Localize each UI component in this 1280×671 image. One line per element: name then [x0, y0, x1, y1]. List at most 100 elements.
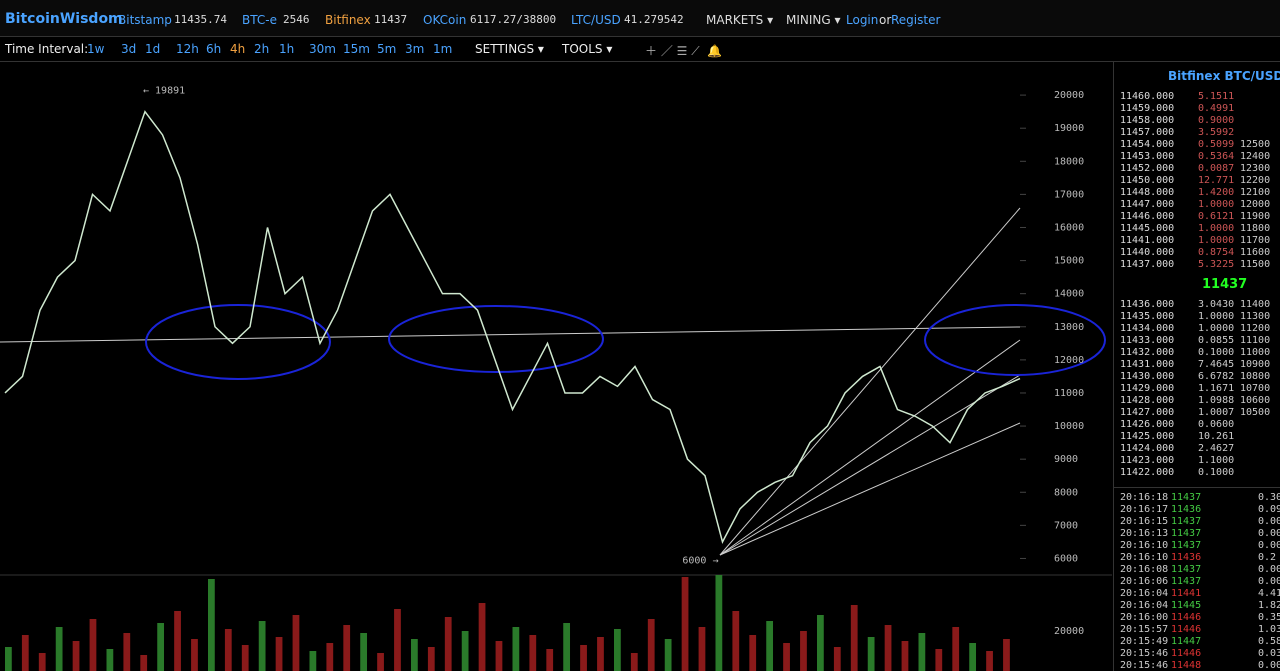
- depth-scale: 11700: [1240, 235, 1271, 246]
- interval[interactable]: 3d: [121, 42, 137, 56]
- settings[interactable]: SETTINGS ▾: [475, 42, 544, 56]
- book-amount: 12.771: [1198, 175, 1235, 186]
- trade-time: 20:16:04: [1120, 588, 1169, 599]
- volume-bar: [106, 649, 114, 671]
- interval[interactable]: 2h: [254, 42, 270, 56]
- volume-bar: [563, 623, 571, 671]
- book-price: 11423.000: [1120, 455, 1175, 466]
- interval[interactable]: 4h: [230, 42, 246, 56]
- volume-bar: [952, 627, 960, 671]
- book-amount: 0.6121: [1198, 211, 1235, 222]
- trade-time: 20:16:04: [1120, 600, 1169, 611]
- book-amount: 6.6782: [1198, 371, 1235, 382]
- login[interactable]: Login: [846, 13, 879, 27]
- trade-amount: 0.09: [1258, 504, 1280, 515]
- trade-time: 20:15:57: [1120, 624, 1169, 635]
- y-tick-label: 15000: [1054, 256, 1084, 267]
- book-amount: 1.0988: [1198, 395, 1235, 406]
- interval[interactable]: 5m: [377, 42, 397, 56]
- trade-price: 11437: [1171, 576, 1202, 587]
- book-price: 11432.000: [1120, 347, 1175, 358]
- depth-scale: 12100: [1240, 187, 1271, 198]
- interval[interactable]: 30m: [309, 42, 336, 56]
- ticker-price: 6117.27/38800: [470, 13, 557, 26]
- trade-price: 11448: [1171, 660, 1202, 671]
- volume-bar: [5, 647, 12, 671]
- volume-bar: [224, 629, 232, 671]
- volume-bar: [681, 577, 689, 671]
- interval[interactable]: 15m: [343, 42, 370, 56]
- trade-time: 20:16:10: [1120, 540, 1169, 551]
- book-price: 11453.000: [1120, 151, 1175, 162]
- book-price: 11450.000: [1120, 175, 1175, 186]
- book-amount: 2.4627: [1198, 443, 1235, 454]
- trade-amount: 0.30: [1258, 492, 1280, 503]
- y-tick-label: 14000: [1054, 289, 1084, 300]
- y-tick-label: 20000: [1054, 90, 1084, 101]
- last-price: 11437: [1202, 277, 1248, 292]
- ticker-name[interactable]: Bitstamp: [118, 13, 172, 27]
- volume-bar: [275, 637, 283, 671]
- trade-time: 20:16:10: [1120, 552, 1169, 563]
- trade-amount: 0.00: [1258, 528, 1280, 539]
- depth-scale: 10900: [1240, 359, 1271, 370]
- menu[interactable]: MARKETS ▾: [706, 13, 774, 27]
- interval[interactable]: 1h: [279, 42, 295, 56]
- ticker-name[interactable]: OKCoin: [423, 13, 467, 27]
- depth-scale: 11800: [1240, 223, 1271, 234]
- book-amount: 1.0000: [1198, 199, 1235, 210]
- book-price: 11422.000: [1120, 467, 1175, 478]
- ticker-name[interactable]: Bitfinex: [325, 13, 371, 27]
- depth-scale: 10800: [1240, 371, 1271, 382]
- volume-bar: [749, 635, 757, 671]
- volume-bar: [21, 635, 29, 671]
- y-tick-label: 18000: [1054, 156, 1084, 167]
- ticker-name[interactable]: LTC/USD: [571, 13, 621, 27]
- interval[interactable]: 12h: [176, 42, 199, 56]
- book-price: 11445.000: [1120, 223, 1175, 234]
- trade-time: 20:16:13: [1120, 528, 1169, 539]
- book-price: 11440.000: [1120, 247, 1175, 258]
- depth-scale: 11000: [1240, 347, 1271, 358]
- price-line: [4, 110, 1021, 544]
- book-price: 11437.000: [1120, 259, 1175, 270]
- register[interactable]: Register: [891, 13, 941, 27]
- ticker-price: 2546: [283, 13, 310, 26]
- book-price: 11429.000: [1120, 383, 1175, 394]
- volume-bar: [766, 621, 774, 671]
- brand[interactable]: BitcoinWisdom: [5, 11, 123, 27]
- interval[interactable]: 1m: [433, 42, 453, 56]
- book-amount: 1.0000: [1198, 323, 1235, 334]
- interval[interactable]: 6h: [206, 42, 222, 56]
- tools[interactable]: TOOLS ▾: [562, 42, 613, 56]
- volume-bar: [986, 651, 993, 671]
- trade-amount: 0.00: [1258, 564, 1280, 575]
- ticker-price: 11435.74: [174, 13, 227, 26]
- interval[interactable]: 3m: [405, 42, 425, 56]
- trade-price: 11447: [1171, 636, 1202, 647]
- tool-icons[interactable]: ＋ ／ ☰ ⟋ 🔔: [645, 44, 723, 58]
- interval[interactable]: 1w: [87, 42, 105, 56]
- top-bar: BitcoinWisdom MARKETS ▾ MINING ▾ Login o…: [0, 0, 1280, 37]
- trend-lines: [0, 207, 1021, 556]
- volume-bar: [157, 623, 165, 671]
- book-price: 11436.000: [1120, 299, 1175, 310]
- trade-amount: 0.00: [1258, 540, 1280, 551]
- interval[interactable]: 1d: [145, 42, 161, 56]
- toolbar: Time Interval: SETTINGS ▾ TOOLS ▾ ＋ ／ ☰ …: [0, 37, 1280, 62]
- volume-bar: [411, 639, 418, 671]
- trade-amount: 0.03: [1258, 648, 1280, 659]
- volume-bar: [783, 643, 790, 671]
- book-amount: 1.0000: [1198, 235, 1235, 246]
- depth-scale: 10600: [1240, 395, 1271, 406]
- volume-bar: [800, 631, 807, 671]
- ticker-name[interactable]: BTC-e: [242, 13, 277, 27]
- book-amount: 5.1511: [1198, 91, 1235, 102]
- menu[interactable]: MINING ▾: [786, 13, 841, 27]
- trade-time: 20:15:46: [1120, 660, 1169, 671]
- trade-price: 11437: [1171, 516, 1202, 527]
- trade-price: 11437: [1171, 540, 1202, 551]
- y-tick-label: 12000: [1054, 355, 1084, 366]
- volume-bar: [343, 625, 351, 671]
- book-amount: 3.0430: [1198, 299, 1235, 310]
